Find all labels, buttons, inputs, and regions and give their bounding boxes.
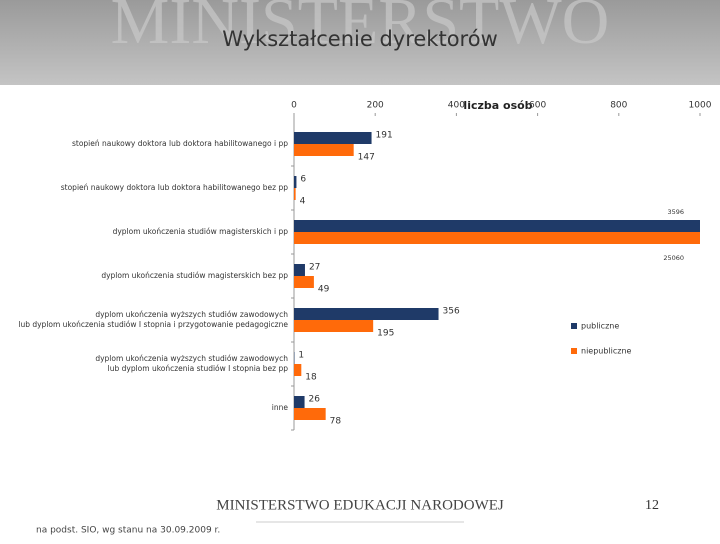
bar — [294, 396, 305, 408]
data-label: 25060 — [663, 254, 684, 262]
data-label: 27 — [309, 263, 320, 273]
data-label: 191 — [376, 131, 393, 141]
data-label: 78 — [330, 417, 342, 427]
bar — [294, 220, 720, 232]
x-tick-label: 600 — [529, 101, 546, 111]
y-tick-label: dyplom ukończenia studiów magisterskich … — [101, 271, 288, 280]
x-tick-label: 800 — [610, 101, 627, 111]
data-label: 4 — [300, 197, 306, 207]
y-tick-label: dyplom ukończenia wyższych studiów zawod… — [95, 354, 288, 363]
bar — [294, 276, 314, 288]
bar — [294, 188, 296, 200]
bar — [294, 144, 354, 156]
x-tick-label: 200 — [367, 101, 384, 111]
bar — [294, 132, 372, 144]
x-tick-label: 1000 — [689, 101, 712, 111]
bar — [294, 408, 326, 420]
y-tick-label: dyplom ukończenia studiów magisterskich … — [113, 227, 289, 236]
data-label: 26 — [309, 395, 321, 405]
y-tick-label: stopień naukowy doktora lub doktora habi… — [61, 183, 288, 192]
y-tick-label: dyplom ukończenia wyższych studiów zawod… — [95, 310, 288, 319]
x-axis-label: liczba osób — [463, 99, 532, 112]
x-tick-label: 0 — [291, 101, 297, 111]
legend-swatch — [571, 348, 577, 354]
x-tick-label: 400 — [448, 101, 465, 111]
y-tick-label: lub dyplom ukończenia studiów I stopnia … — [108, 364, 289, 373]
data-label: 195 — [377, 329, 394, 339]
data-label: 18 — [305, 373, 317, 383]
bar — [294, 320, 373, 332]
data-label: 6 — [300, 175, 306, 185]
y-tick-label: stopień naukowy doktora lub doktora habi… — [72, 139, 288, 148]
source-note: na podst. SIO, wg stanu na 30.09.2009 r. — [36, 526, 220, 536]
data-label: 49 — [318, 285, 330, 295]
bar — [294, 364, 301, 376]
legend-swatch — [571, 323, 577, 329]
data-label: 3596 — [667, 208, 684, 216]
data-label: 147 — [358, 153, 375, 163]
y-tick-label: inne — [272, 403, 289, 412]
legend-label: niepubliczne — [581, 347, 632, 356]
data-label: 356 — [443, 307, 460, 317]
y-tick-label: lub dyplom ukończenia studiów I stopnia … — [18, 320, 288, 329]
page-number: 12 — [645, 498, 659, 513]
bar — [294, 176, 296, 188]
data-label: 1 — [298, 351, 304, 361]
bar — [294, 308, 439, 320]
chart-title: Wykształcenie dyrektorów — [222, 27, 498, 51]
legend-label: publiczne — [581, 322, 619, 331]
ministry-name: MINISTERSTWO EDUKACJI NARODOWEJ — [216, 497, 504, 513]
bar — [294, 264, 305, 276]
bar — [294, 232, 720, 244]
